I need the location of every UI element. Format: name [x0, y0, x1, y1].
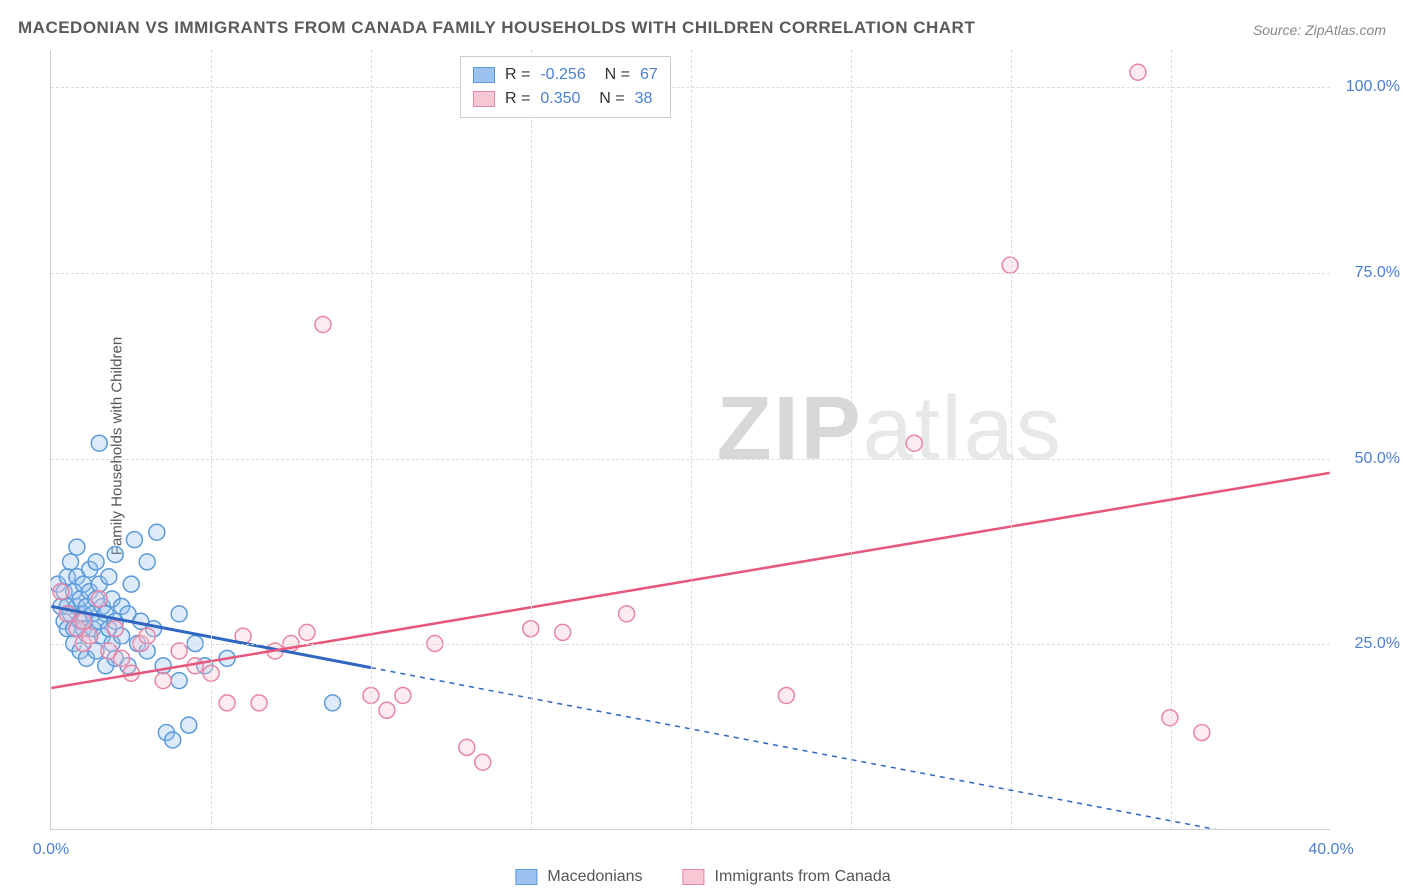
- legend-item-immigrants: Immigrants from Canada: [683, 868, 891, 886]
- correlation-chart: MACEDONIAN VS IMMIGRANTS FROM CANADA FAM…: [0, 0, 1406, 892]
- legend-swatch-icon: [473, 67, 495, 83]
- source-label: Source: ZipAtlas.com: [1253, 22, 1386, 38]
- plot-area: ZIPatlas 25.0%50.0%75.0%100.0%0.0%40.0%: [50, 50, 1330, 830]
- legend-stat-row: R = 0.350 N = 38: [473, 87, 658, 111]
- legend-swatch-icon: [683, 869, 705, 885]
- legend-swatch-icon: [473, 91, 495, 107]
- chart-title: MACEDONIAN VS IMMIGRANTS FROM CANADA FAM…: [18, 18, 975, 38]
- legend-stats: R = -0.256 N = 67R = 0.350 N = 38: [460, 56, 671, 118]
- legend-bottom: Macedonians Immigrants from Canada: [515, 868, 890, 886]
- legend-stat-row: R = -0.256 N = 67: [473, 63, 658, 87]
- legend-swatch-icon: [515, 869, 537, 885]
- legend-item-macedonians: Macedonians: [515, 868, 642, 886]
